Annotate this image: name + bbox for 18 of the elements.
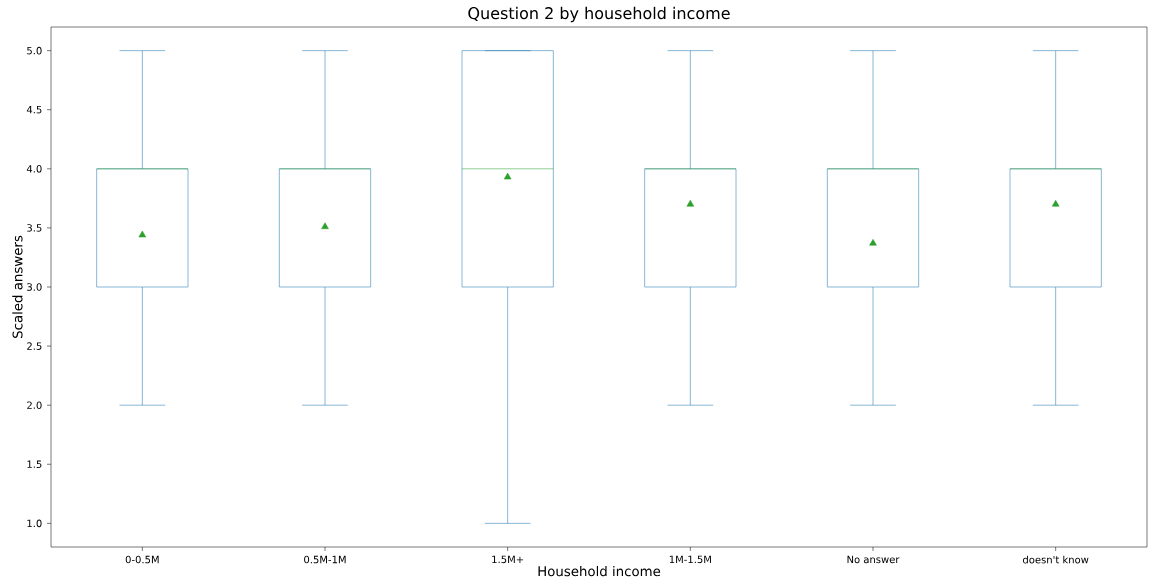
chart-title: Question 2 by household income xyxy=(468,6,730,23)
x-tick-label: 1.5M+ xyxy=(492,555,524,564)
y-tick-label: 5.0 xyxy=(27,46,42,55)
y-tick-label: 2.5 xyxy=(27,342,42,350)
x-tick-label: 1M-1.5M xyxy=(669,555,711,564)
y-tick-label: 3.5 xyxy=(27,224,42,232)
y-tick-label: 2.0 xyxy=(27,401,42,409)
x-tick-label: 0.5M-1M xyxy=(304,555,346,564)
y-tick-label: 1.5 xyxy=(27,460,42,468)
y-tick-label: 1.0 xyxy=(27,519,42,528)
x-tick-label: 0-0.5M xyxy=(125,555,159,564)
y-axis-title: Scaled answers xyxy=(12,235,23,338)
x-tick-label: No answer xyxy=(847,555,900,564)
x-axis-title: Household income xyxy=(538,565,661,577)
y-tick-label: 4.5 xyxy=(26,106,42,114)
x-tick-label: doesn't know xyxy=(1022,555,1089,564)
y-tick-label: 3.0 xyxy=(27,283,42,291)
y-tick-label: 4.0 xyxy=(26,165,42,173)
